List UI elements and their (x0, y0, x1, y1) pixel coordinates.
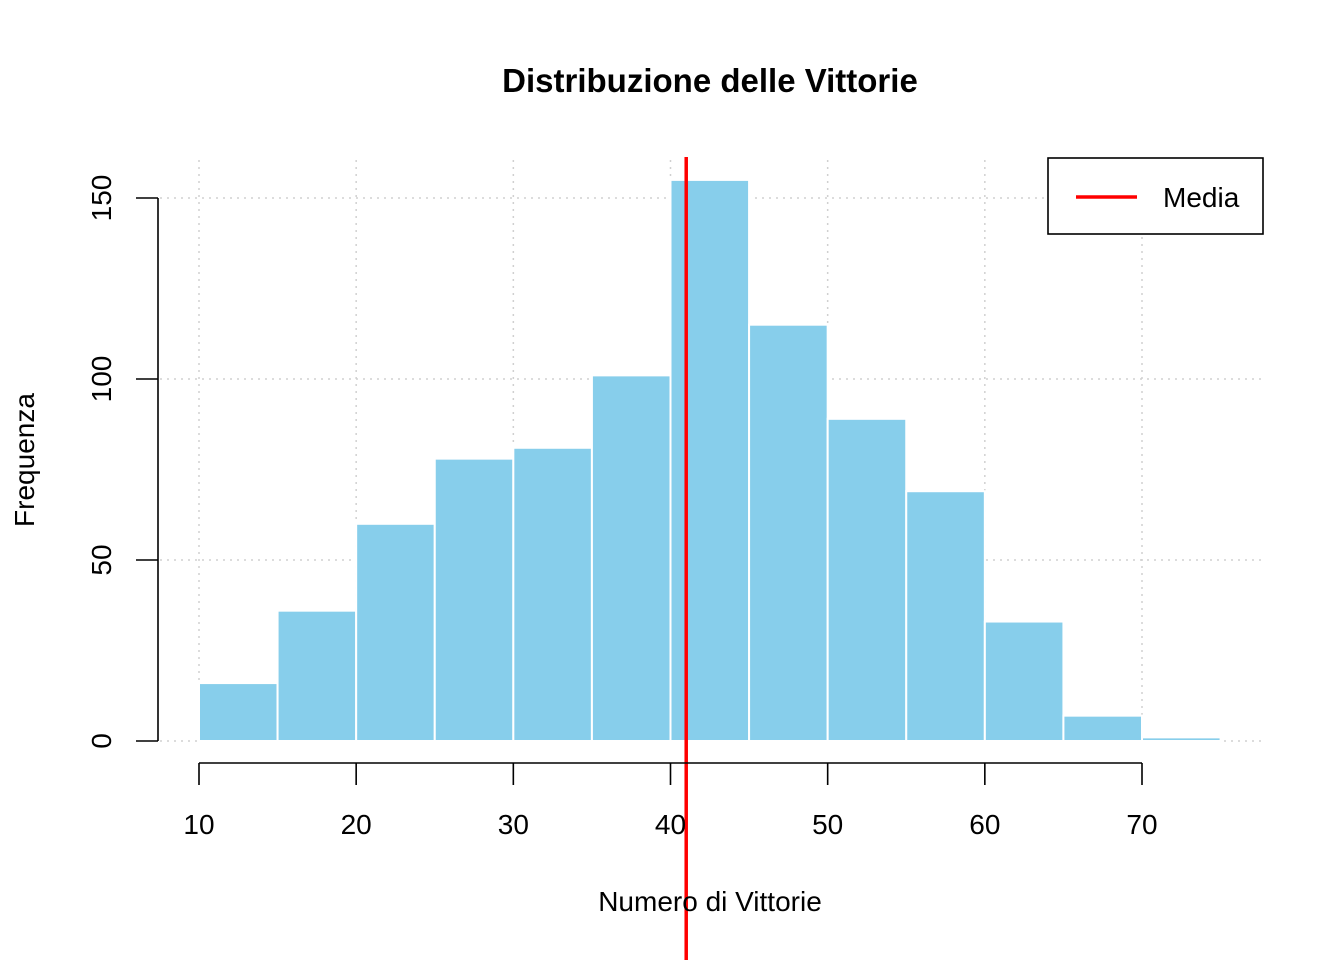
x-tick-label-0: 10 (183, 809, 214, 840)
chart-title: Distribuzione delle Vittorie (502, 62, 918, 99)
x-tick-label-5: 60 (969, 809, 1000, 840)
legend: Media (1047, 157, 1264, 235)
x-tick-label-6: 70 (1126, 809, 1157, 840)
bar-12 (1141, 736, 1222, 743)
x-tick-label-1: 20 (341, 809, 372, 840)
bar-7 (748, 323, 829, 742)
bar-2 (355, 522, 436, 742)
bar-0 (198, 682, 279, 743)
bar-10 (983, 620, 1065, 742)
bar-1 (276, 609, 358, 742)
y-tick-label-1: 50 (86, 544, 117, 575)
x-axis-label: Numero di Vittorie (598, 886, 822, 917)
y-axis-label: Frequenza (9, 393, 40, 527)
x-tick-label-4: 50 (812, 809, 843, 840)
bar-4 (512, 446, 593, 742)
x-tick-label-2: 30 (498, 809, 529, 840)
y-tick-label-0: 0 (86, 733, 117, 749)
y-tick-label-2: 100 (86, 356, 117, 403)
bars (198, 178, 1222, 743)
bar-5 (590, 374, 672, 742)
bar-8 (826, 417, 908, 742)
bar-11 (1062, 714, 1143, 742)
y-tick-label-3: 150 (86, 175, 117, 222)
bar-9 (905, 490, 986, 742)
bar-6 (669, 178, 751, 742)
bar-3 (433, 457, 515, 742)
x-tick-label-3: 40 (655, 809, 686, 840)
legend-label-0: Media (1163, 182, 1240, 213)
axes: 0 50 100 150 10 20 30 40 50 60 70 (86, 175, 1158, 840)
